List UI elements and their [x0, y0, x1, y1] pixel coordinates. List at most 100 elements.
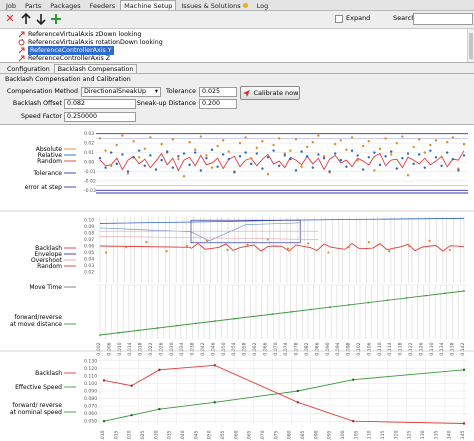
data-point-move — [214, 320, 216, 323]
data-point-relative — [188, 163, 191, 167]
backlash-offset-field[interactable]: 0.082 — [64, 99, 136, 109]
legend-label: Random — [37, 158, 62, 165]
x-tick-label: 0.110 — [367, 430, 373, 441]
tree-scrollbar[interactable] — [467, 29, 474, 62]
x-tick-label: 0.085 — [300, 430, 306, 441]
backlash-line — [99, 245, 192, 248]
data-point-relative — [462, 154, 466, 157]
legend-label: Overshoot — [31, 257, 63, 264]
tab-log[interactable]: Log — [253, 0, 273, 10]
y-tick-label: 0.05 — [84, 250, 94, 256]
tab-label: Feeders — [89, 1, 116, 10]
y-tick-label: 0.090 — [84, 389, 97, 395]
data-point-absolute — [300, 165, 303, 168]
x-tick-label: 0.100 — [340, 430, 346, 441]
tolerance-field[interactable]: 0.025 — [199, 87, 237, 97]
data-point-absolute — [98, 137, 102, 140]
data-point-absolute — [378, 147, 382, 150]
envelope-box — [190, 219, 301, 244]
data-point-relative — [222, 153, 225, 156]
data-point-move — [271, 313, 274, 316]
x-tick-label: 0.042 — [200, 342, 206, 355]
tree-item-selected[interactable]: ReferenceControllerAxis Y — [18, 46, 114, 55]
data-point — [102, 379, 106, 382]
data-point — [130, 384, 133, 387]
x-tick-label: 0.130 — [420, 430, 426, 441]
data-point-relative — [216, 165, 219, 168]
data-point-absolute — [418, 138, 421, 141]
data-point-absolute — [121, 134, 124, 137]
plus-icon[interactable] — [49, 12, 63, 26]
search-input[interactable] — [413, 13, 473, 25]
compensation-method-value: DirectionalSneakUp — [84, 88, 147, 95]
x-tick-label: 0.090 — [325, 342, 331, 355]
down-arrow-icon[interactable] — [34, 12, 48, 26]
tab-backlash-compensation[interactable]: Backlash Compensation — [53, 64, 138, 73]
data-point-move — [405, 297, 408, 299]
data-point — [213, 364, 216, 367]
data-point-relative — [182, 152, 186, 155]
data-point-relative — [177, 155, 180, 158]
x-tick-label: 0.018 — [138, 342, 144, 355]
speed-factor-field[interactable]: 0.250000 — [64, 112, 136, 122]
data-point-relative — [283, 154, 286, 157]
data-point-absolute — [384, 137, 387, 140]
data-point-relative — [317, 153, 320, 156]
x-tick-label: 0.115 — [380, 430, 386, 441]
data-point-relative — [160, 158, 163, 162]
data-point-random — [266, 238, 269, 241]
data-point-move — [233, 317, 236, 320]
tab-parts[interactable]: Parts — [21, 0, 45, 10]
data-point-relative — [395, 167, 398, 170]
chart-area: 0.03 0.02 0.01 0.00 -0.01 -0.02 -0.03 Absolute R… — [0, 124, 474, 441]
data-point-random — [367, 241, 370, 244]
data-point-absolute — [395, 141, 398, 145]
data-point-relative — [110, 151, 113, 154]
legend-label: Envelope — [34, 251, 62, 258]
forward-reverse-line — [99, 290, 465, 336]
tree-item[interactable]: ReferenceVirtualAxis rotationDown lookin… — [18, 38, 163, 47]
close-icon[interactable]: ✕ — [5, 12, 15, 25]
data-point-absolute — [434, 139, 438, 142]
tree-item[interactable]: ReferenceVirtualAxis zDown looking — [18, 30, 141, 39]
data-point-absolute — [294, 138, 298, 141]
data-point-absolute — [334, 142, 337, 146]
data-point — [102, 420, 106, 423]
tab-machine-setup[interactable]: Machine Setup — [120, 0, 177, 10]
tree-item[interactable]: ReferenceControllerAxis Z — [18, 54, 110, 62]
tab-issues-solutions[interactable]: Issues & Solutions — [177, 0, 251, 10]
data-point-move — [99, 334, 101, 336]
compensation-method-select[interactable]: DirectionalSneakUp ▾ — [81, 87, 161, 97]
data-point-absolute — [289, 149, 292, 152]
up-arrow-icon[interactable] — [19, 12, 33, 26]
data-point-absolute — [132, 140, 135, 143]
tab-label: Packages — [50, 1, 81, 10]
data-point — [462, 368, 466, 372]
data-point-absolute — [250, 157, 253, 160]
expand-checkbox[interactable] — [335, 15, 343, 23]
legend-label: Effective Speed — [15, 384, 62, 391]
data-point-relative — [362, 168, 365, 171]
tab-packages[interactable]: Packages — [46, 0, 84, 10]
tab-feeders[interactable]: Feeders — [86, 0, 120, 10]
backlash-line — [190, 242, 465, 252]
data-point-relative — [423, 166, 426, 169]
sneak-up-distance-field[interactable]: 0.200 — [199, 99, 237, 109]
legend-label: forward/reverse — [14, 314, 62, 321]
data-point-relative — [289, 157, 292, 161]
data-point — [130, 413, 133, 417]
search-label: Search — [393, 14, 416, 22]
scroll-thumb[interactable] — [469, 33, 473, 59]
data-point-absolute — [216, 144, 219, 148]
tab-job[interactable]: Job — [2, 0, 20, 10]
data-point-relative — [98, 157, 102, 160]
data-point-absolute — [205, 154, 208, 157]
compensation-method-label: Compensation Method — [6, 88, 78, 95]
data-point-absolute — [406, 174, 410, 177]
data-point-random — [448, 248, 451, 251]
calibrate-now-button[interactable]: Calibrate now — [240, 86, 300, 100]
data-point — [213, 401, 216, 404]
x-tick-label: 0.126 — [418, 342, 424, 355]
tab-configuration[interactable]: Configuration — [7, 66, 50, 73]
data-point-move — [137, 329, 140, 332]
